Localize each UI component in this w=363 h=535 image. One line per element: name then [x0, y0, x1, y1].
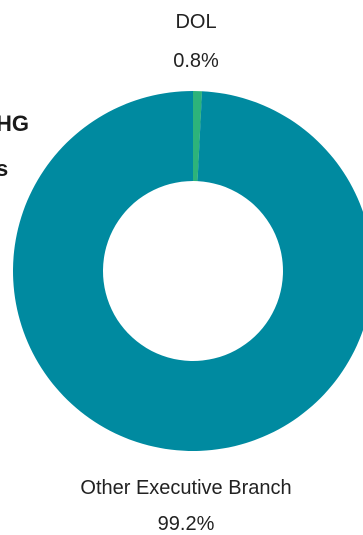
donut-slice-dol	[193, 91, 203, 182]
donut-slices	[13, 91, 363, 451]
chart-title-fragment-line-1: HG	[0, 111, 29, 136]
slice-label-other-value: 99.2%	[158, 513, 215, 535]
slice-label-dol-name: DOL	[175, 11, 216, 33]
slice-label-dol-value: 0.8%	[173, 50, 219, 72]
slice-label-other-name: Other Executive Branch	[80, 477, 291, 499]
chart-title-fragment-line-2: s	[0, 156, 8, 181]
donut-slice-other-executive-branch	[13, 91, 363, 451]
